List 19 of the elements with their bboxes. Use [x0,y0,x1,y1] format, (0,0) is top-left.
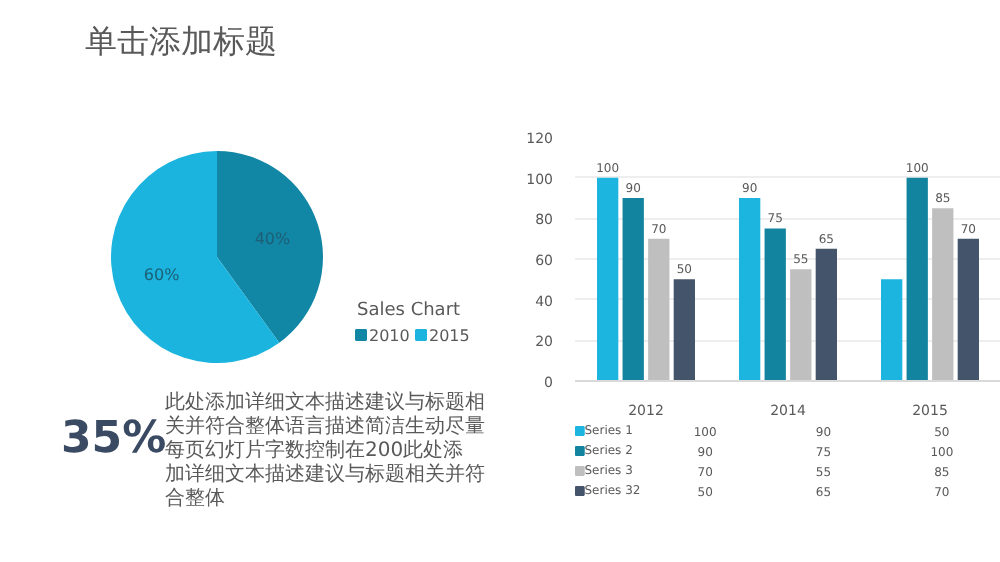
text: Sales Chart [357,301,462,321]
bar [597,177,619,381]
bar [815,248,837,381]
data-label: 60% [143,266,181,285]
bar [790,269,812,381]
text: 35% [61,414,167,464]
legend-label: 2015 [429,327,470,345]
bar [881,279,903,381]
legend-label: 2010 [369,327,410,345]
bar [648,238,670,381]
text: 此处添加详细文本描述建议与标题相关并符合整体语言描述简洁生动尽量每页幻灯片字数控制在200此处添加详细文本描述建议与标题相关并符合整体 [165,390,485,510]
bar [906,177,928,381]
bar [957,238,979,381]
text: 单击添加标题 [85,22,277,60]
bar [622,198,644,381]
bar [673,279,695,381]
bar [764,228,786,381]
bar [739,198,761,381]
bar [932,208,954,381]
